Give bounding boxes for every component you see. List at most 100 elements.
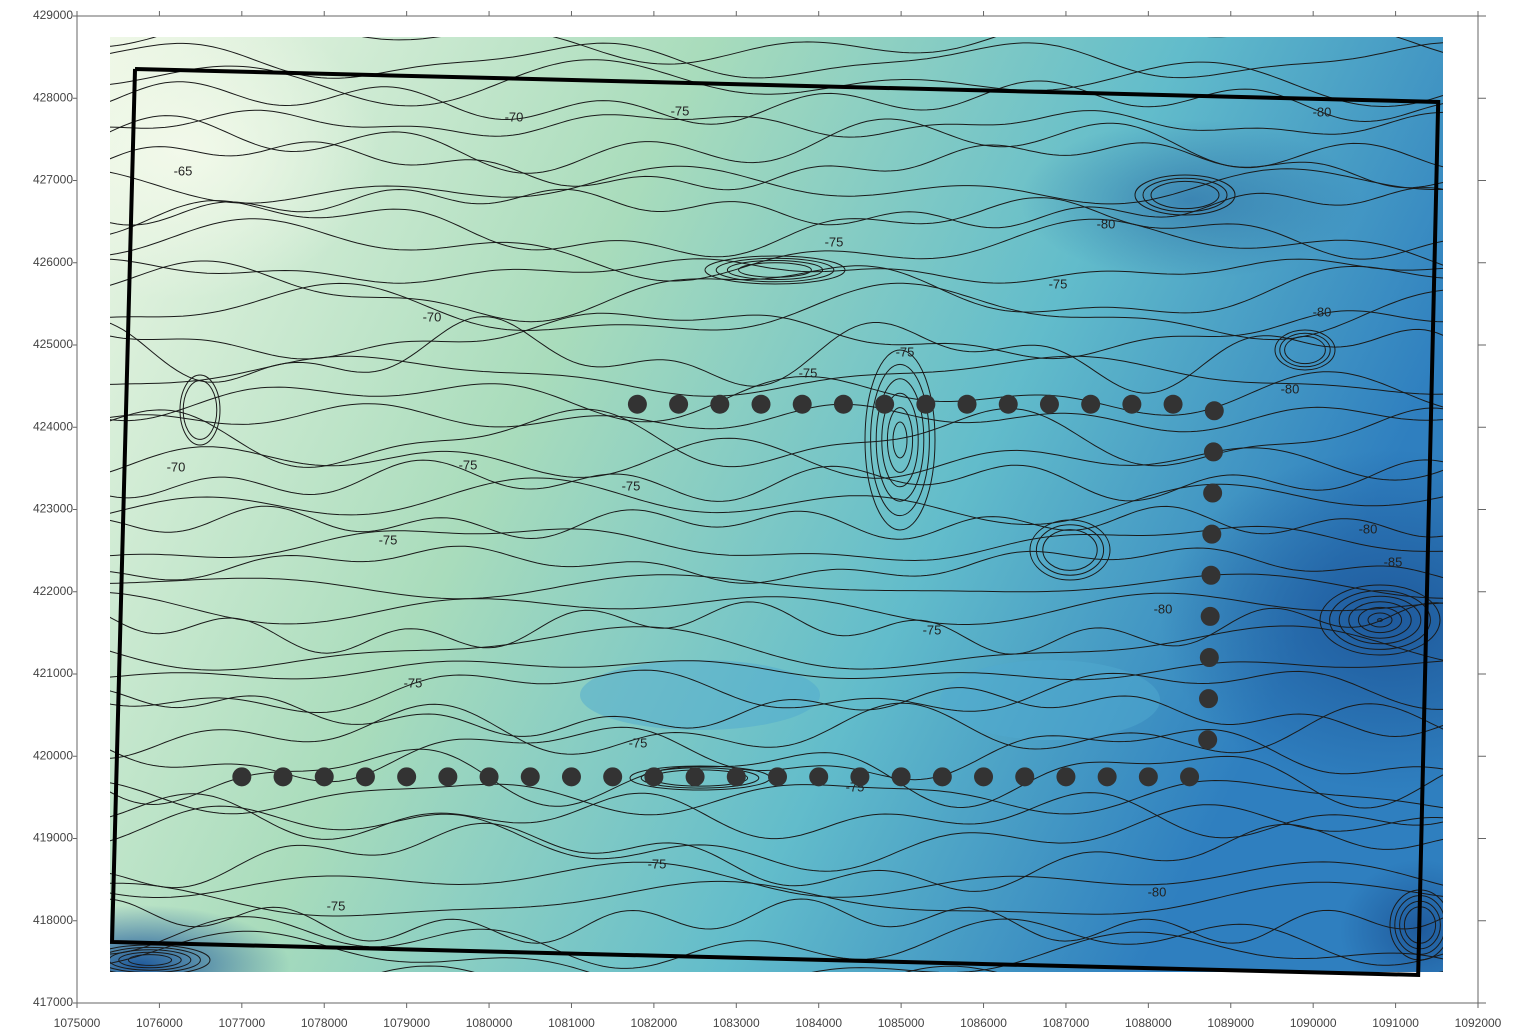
- shade: [580, 660, 820, 730]
- survey-point: [397, 767, 416, 786]
- survey-point: [1098, 767, 1117, 786]
- survey-point: [274, 767, 293, 786]
- survey-point: [727, 767, 746, 786]
- y-tick-label: 424000: [33, 419, 73, 433]
- y-tick-label: 422000: [33, 584, 73, 598]
- x-tick-label: 1075000: [54, 1016, 101, 1030]
- x-tick-label: 1076000: [136, 1016, 183, 1030]
- survey-point: [669, 395, 688, 414]
- contour-label: -80: [1154, 601, 1173, 616]
- survey-point: [710, 395, 729, 414]
- x-tick-label: 1080000: [466, 1016, 513, 1030]
- contour-label: -75: [629, 735, 648, 750]
- contour-label: -75: [459, 457, 478, 472]
- contour-label: -80: [1359, 521, 1378, 536]
- chart: 1075000 1076000 1077000 1078000 1079000 10800…: [0, 0, 1516, 1035]
- y-tick-label: 425000: [33, 337, 73, 351]
- survey-point: [1200, 648, 1219, 667]
- contour-label: -70: [505, 109, 524, 124]
- survey-point: [1164, 395, 1183, 414]
- survey-point: [521, 767, 540, 786]
- depth-field: [0, 0, 1516, 1025]
- y-tick-label: 421000: [33, 666, 73, 680]
- survey-point: [768, 767, 787, 786]
- shade: [940, 660, 1160, 740]
- x-tick-label: 1089000: [1207, 1016, 1254, 1030]
- survey-point: [1201, 607, 1220, 626]
- y-tick-label: 419000: [33, 831, 73, 845]
- y-tick-label: 418000: [33, 913, 73, 927]
- survey-point: [1205, 401, 1224, 420]
- x-tick-label: 1091000: [1372, 1016, 1419, 1030]
- contour-label: -75: [896, 344, 915, 359]
- x-tick-label: 1079000: [383, 1016, 430, 1030]
- survey-point: [1122, 395, 1141, 414]
- survey-point: [438, 767, 457, 786]
- contour-label: -80: [1281, 381, 1300, 396]
- survey-point: [752, 395, 771, 414]
- survey-point: [834, 395, 853, 414]
- contour-label: -80: [1148, 884, 1167, 899]
- x-tick-label: 1084000: [795, 1016, 842, 1030]
- survey-point: [603, 767, 622, 786]
- survey-point: [1081, 395, 1100, 414]
- contour-label: -75: [327, 898, 346, 913]
- x-tick-label: 1090000: [1290, 1016, 1337, 1030]
- y-tick-label: 426000: [33, 255, 73, 269]
- contour-label: -75: [671, 103, 690, 118]
- y-tick-label: 428000: [33, 90, 73, 104]
- contour-label: -75: [379, 532, 398, 547]
- survey-point: [933, 767, 952, 786]
- survey-point: [999, 395, 1018, 414]
- survey-point: [1203, 484, 1222, 503]
- y-tick-label: 427000: [33, 173, 73, 187]
- contour-label: -75: [1049, 276, 1068, 291]
- survey-point: [686, 767, 705, 786]
- x-tick-label: 1078000: [301, 1016, 348, 1030]
- survey-point: [1198, 730, 1217, 749]
- x-tick-label: 1087000: [1043, 1016, 1090, 1030]
- contour-label: -75: [799, 365, 818, 380]
- x-tick-label: 1092000: [1455, 1016, 1502, 1030]
- survey-point: [315, 767, 334, 786]
- contour-label: -80: [1313, 304, 1332, 319]
- x-tick-label: 1086000: [960, 1016, 1007, 1030]
- x-tick-label: 1083000: [713, 1016, 760, 1030]
- x-tick-label: 1082000: [631, 1016, 678, 1030]
- contour-label: -75: [648, 856, 667, 871]
- survey-point: [644, 767, 663, 786]
- x-tick-label: 1081000: [548, 1016, 595, 1030]
- survey-point: [1056, 767, 1075, 786]
- survey-point: [356, 767, 375, 786]
- y-tick-label: 429000: [33, 8, 73, 22]
- y-tick-label: 423000: [33, 502, 73, 516]
- y-tick-label: 417000: [33, 995, 73, 1009]
- survey-point: [1015, 767, 1034, 786]
- survey-point: [916, 395, 935, 414]
- survey-point: [232, 767, 251, 786]
- contour-label: -75: [404, 675, 423, 690]
- contour-label: -70: [423, 309, 442, 324]
- survey-point: [1139, 767, 1158, 786]
- survey-point: [480, 767, 499, 786]
- contour-label: -70: [167, 459, 186, 474]
- survey-point: [793, 395, 812, 414]
- survey-point: [1204, 442, 1223, 461]
- survey-point: [809, 767, 828, 786]
- y-tick-label: 420000: [33, 748, 73, 762]
- contour-label: -65: [174, 163, 193, 178]
- x-tick-label: 1085000: [878, 1016, 925, 1030]
- survey-point: [974, 767, 993, 786]
- contour-label: -75: [923, 622, 942, 637]
- x-tick-label: 1077000: [218, 1016, 265, 1030]
- contour-label: -75: [825, 234, 844, 249]
- contour-label: -80: [1313, 104, 1332, 119]
- survey-point: [1180, 767, 1199, 786]
- survey-point: [892, 767, 911, 786]
- survey-point: [1201, 566, 1220, 585]
- survey-point: [875, 395, 894, 414]
- survey-point: [958, 395, 977, 414]
- survey-point: [1040, 395, 1059, 414]
- survey-point: [628, 395, 647, 414]
- contour-label: -85: [1384, 554, 1403, 569]
